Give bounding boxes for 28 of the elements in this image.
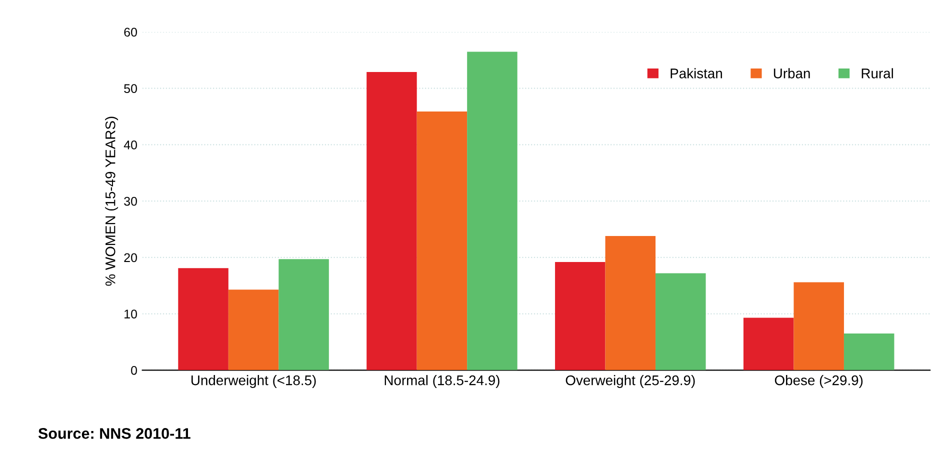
bar: [555, 262, 606, 370]
source-note: Source: NNS 2010-11: [38, 428, 190, 439]
bar: [743, 318, 794, 370]
bar: [605, 236, 656, 370]
y-tick-label: 20: [124, 253, 137, 262]
y-tick-label: 10: [124, 310, 137, 318]
bar: [178, 268, 228, 370]
bar: [366, 72, 417, 370]
bar: [656, 273, 706, 370]
y-tick-label: 50: [124, 84, 137, 94]
x-tick-label: Overweight (25-29.9): [566, 375, 695, 388]
bar: [844, 334, 894, 370]
x-tick-label: Underweight (<18.5): [191, 375, 316, 388]
x-tick-label: Obese (>29.9): [774, 375, 863, 388]
bar: [467, 52, 518, 370]
legend-label: Pakistan: [670, 68, 722, 78]
bar: [278, 259, 329, 370]
y-tick-label: 30: [124, 196, 137, 206]
x-tick-label: Normal (18.5-24.9): [384, 375, 500, 388]
legend-label: Rural: [862, 68, 893, 78]
bar: [416, 111, 468, 370]
legend-label: Urban: [774, 68, 810, 78]
bar: [794, 282, 844, 370]
y-tick-label: 0: [131, 366, 137, 375]
y-tick-label: 60: [124, 28, 137, 37]
y-tick-label: 40: [124, 140, 137, 150]
bar: [228, 290, 279, 370]
y-axis-title: % WOMEN (15-49 YEARS): [105, 116, 118, 286]
